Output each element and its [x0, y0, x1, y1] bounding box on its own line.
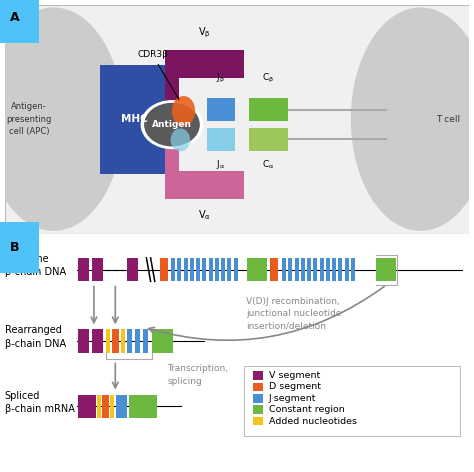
Ellipse shape	[0, 8, 123, 231]
FancyBboxPatch shape	[332, 258, 336, 281]
FancyBboxPatch shape	[301, 258, 305, 281]
FancyBboxPatch shape	[207, 128, 235, 151]
Ellipse shape	[172, 96, 195, 126]
FancyBboxPatch shape	[282, 258, 286, 281]
FancyBboxPatch shape	[92, 329, 103, 353]
Text: V$_\mathsf{\alpha}$: V$_\mathsf{\alpha}$	[198, 208, 211, 222]
Text: MHC: MHC	[120, 114, 147, 124]
FancyBboxPatch shape	[313, 258, 318, 281]
FancyBboxPatch shape	[106, 329, 110, 353]
FancyBboxPatch shape	[190, 258, 194, 281]
FancyBboxPatch shape	[165, 171, 244, 199]
Text: J segment: J segment	[269, 394, 316, 403]
FancyBboxPatch shape	[207, 99, 235, 121]
FancyBboxPatch shape	[152, 329, 173, 353]
FancyBboxPatch shape	[228, 258, 231, 281]
FancyBboxPatch shape	[319, 258, 324, 281]
FancyBboxPatch shape	[128, 329, 132, 353]
FancyBboxPatch shape	[307, 258, 311, 281]
FancyBboxPatch shape	[100, 65, 167, 174]
Text: Constant region: Constant region	[269, 405, 344, 414]
Ellipse shape	[141, 100, 203, 149]
FancyBboxPatch shape	[288, 258, 292, 281]
FancyBboxPatch shape	[78, 329, 89, 353]
FancyBboxPatch shape	[253, 394, 264, 403]
FancyBboxPatch shape	[160, 258, 168, 281]
Ellipse shape	[144, 103, 200, 146]
Text: Spliced
β-chain mRNA: Spliced β-chain mRNA	[5, 390, 74, 413]
Text: D segment: D segment	[269, 382, 320, 391]
FancyBboxPatch shape	[234, 258, 237, 281]
FancyBboxPatch shape	[78, 258, 89, 281]
FancyBboxPatch shape	[209, 258, 213, 281]
Ellipse shape	[351, 8, 474, 231]
FancyBboxPatch shape	[295, 258, 299, 281]
FancyBboxPatch shape	[177, 258, 181, 281]
FancyBboxPatch shape	[135, 329, 140, 353]
FancyBboxPatch shape	[143, 329, 148, 353]
FancyBboxPatch shape	[345, 258, 349, 281]
FancyBboxPatch shape	[128, 258, 138, 281]
Text: Antigen: Antigen	[152, 120, 192, 129]
FancyBboxPatch shape	[247, 258, 267, 281]
FancyBboxPatch shape	[111, 329, 119, 353]
FancyBboxPatch shape	[221, 258, 225, 281]
FancyBboxPatch shape	[253, 417, 264, 425]
Text: J$_\mathsf{\beta}$: J$_\mathsf{\beta}$	[216, 72, 225, 85]
FancyBboxPatch shape	[202, 258, 206, 281]
Text: V(D)J recombination,
junctional nucleotide
insertion/deletion: V(D)J recombination, junctional nucleoti…	[246, 297, 342, 331]
FancyBboxPatch shape	[326, 258, 330, 281]
FancyBboxPatch shape	[92, 258, 103, 281]
Text: Added nucleotides: Added nucleotides	[269, 416, 356, 426]
FancyBboxPatch shape	[97, 395, 101, 418]
FancyBboxPatch shape	[183, 258, 188, 281]
Text: C$_\mathsf{\alpha}$: C$_\mathsf{\alpha}$	[262, 159, 274, 171]
FancyBboxPatch shape	[102, 395, 109, 418]
FancyBboxPatch shape	[129, 395, 156, 418]
FancyBboxPatch shape	[196, 258, 200, 281]
Text: B: B	[10, 241, 20, 254]
FancyBboxPatch shape	[248, 99, 288, 121]
Text: J$_\mathsf{\alpha}$: J$_\mathsf{\alpha}$	[216, 159, 225, 171]
Text: A: A	[10, 11, 20, 24]
FancyBboxPatch shape	[215, 258, 219, 281]
FancyBboxPatch shape	[165, 50, 244, 78]
Text: V segment: V segment	[269, 371, 320, 380]
Ellipse shape	[171, 128, 190, 152]
FancyBboxPatch shape	[244, 366, 460, 436]
FancyBboxPatch shape	[116, 395, 128, 418]
FancyBboxPatch shape	[165, 76, 179, 108]
FancyBboxPatch shape	[253, 383, 264, 391]
FancyBboxPatch shape	[253, 405, 264, 414]
Text: Antigen-
presenting
cell (APC): Antigen- presenting cell (APC)	[6, 102, 52, 136]
Text: Transcription,
splicing: Transcription, splicing	[167, 364, 228, 386]
FancyBboxPatch shape	[5, 5, 469, 234]
Text: T cell: T cell	[436, 115, 460, 124]
FancyBboxPatch shape	[121, 329, 125, 353]
FancyBboxPatch shape	[253, 371, 264, 380]
FancyBboxPatch shape	[110, 395, 114, 418]
FancyBboxPatch shape	[171, 258, 175, 281]
FancyBboxPatch shape	[165, 144, 179, 173]
FancyBboxPatch shape	[271, 258, 278, 281]
FancyBboxPatch shape	[351, 258, 355, 281]
FancyBboxPatch shape	[78, 395, 96, 418]
Text: Germline
β-chain DNA: Germline β-chain DNA	[5, 254, 66, 277]
FancyBboxPatch shape	[376, 258, 396, 281]
FancyBboxPatch shape	[248, 128, 288, 151]
Text: CDR3β: CDR3β	[137, 50, 179, 99]
Text: Rearranged
β-chain DNA: Rearranged β-chain DNA	[5, 325, 66, 348]
Text: V$_\mathsf{\beta}$: V$_\mathsf{\beta}$	[198, 26, 211, 40]
FancyBboxPatch shape	[338, 258, 342, 281]
Text: C$_\mathsf{\beta}$: C$_\mathsf{\beta}$	[262, 72, 274, 85]
